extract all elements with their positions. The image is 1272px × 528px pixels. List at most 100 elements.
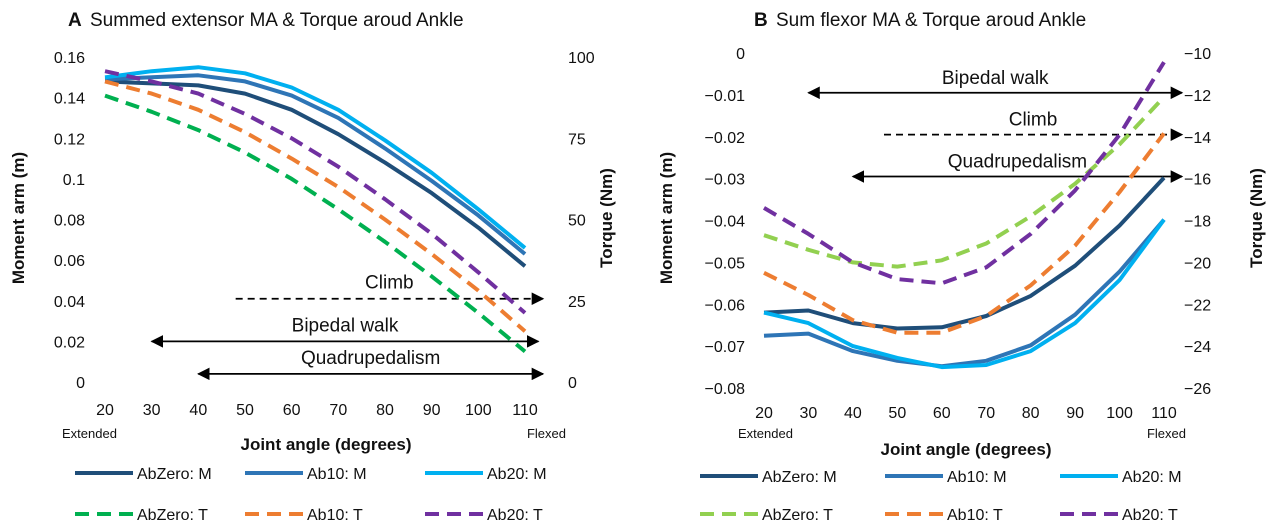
right-tick-label: −14 <box>1184 130 1211 147</box>
legend-label: AbZero: T <box>137 507 208 524</box>
left-tick-label: −0.05 <box>705 255 746 272</box>
right-tick-label: 0 <box>568 375 577 392</box>
left-tick-label: 0.16 <box>54 50 85 67</box>
x-tick-label: 20 <box>755 405 773 422</box>
panel-a-letter: A <box>68 10 82 31</box>
range-label: Bipedal walk <box>292 315 399 336</box>
left-tick-label: −0.06 <box>705 297 746 314</box>
panel-a-legend: AbZero: M Ab10: M Ab20: M AbZero: T Ab10: T A… <box>75 466 547 524</box>
x-tick-label: 80 <box>376 402 394 419</box>
legend-label: AbZero: M <box>762 469 837 486</box>
left-tick-label: 0 <box>736 46 745 63</box>
series-line <box>762 61 1166 286</box>
panel-a-extended-label: Extended <box>62 426 117 441</box>
panel-a-y2label: Torque (Nm) <box>597 168 616 268</box>
legend-label: Ab10: M <box>307 466 367 483</box>
series-line <box>104 65 527 250</box>
right-tick-label: −10 <box>1184 46 1211 63</box>
x-tick-label: 70 <box>329 402 347 419</box>
right-tick-label: −12 <box>1184 88 1211 105</box>
right-tick-label: −24 <box>1184 339 1211 356</box>
legend-label: Ab20: T <box>487 507 543 524</box>
left-tick-label: 0.04 <box>54 294 85 311</box>
right-tick-label: −16 <box>1184 172 1211 189</box>
panel-a-annotations: Climb Bipedal walk Quadrupedalism <box>150 273 545 381</box>
x-tick-label: 40 <box>844 405 862 422</box>
panel-b-annotations: Bipedal walk Climb Quadrupedalism <box>807 68 1184 183</box>
panel-a-series <box>104 65 527 354</box>
left-tick-label: −0.02 <box>705 130 746 147</box>
panel-a-ylabel: Moment arm (m) <box>9 152 28 284</box>
panel-a-right-axis: 0 25 50 75 100 <box>568 50 595 392</box>
right-tick-label: −20 <box>1184 255 1211 272</box>
x-tick-label: 100 <box>1106 405 1133 422</box>
panel-b-y2label: Torque (Nm) <box>1247 168 1266 268</box>
panel-a-title: Summed extensor MA & Torque aroud Ankle <box>90 10 464 31</box>
x-tick-label: 40 <box>189 402 207 419</box>
right-tick-label: −18 <box>1184 214 1211 231</box>
panel-b-x-axis: 20 30 40 50 60 70 80 90 100 110 <box>755 405 1177 422</box>
range-label: Quadrupedalism <box>948 152 1087 173</box>
left-tick-label: 0.12 <box>54 131 85 148</box>
left-tick-label: 0.1 <box>63 172 85 189</box>
series-line <box>104 69 527 315</box>
panel-a-x-axis: 20 30 40 50 60 70 80 90 100 110 <box>96 402 538 419</box>
x-tick-label: 110 <box>512 402 538 419</box>
range-label: Bipedal walk <box>942 68 1049 89</box>
x-tick-label: 30 <box>800 405 818 422</box>
legend-label: Ab20: T <box>1122 507 1178 524</box>
panel-a-xlabel: Joint angle (degrees) <box>241 435 412 454</box>
panel-b-left-axis: 0 −0.01 −0.02 −0.03 −0.04 −0.05 −0.06 −0.07 −0.0… <box>705 46 746 398</box>
panel-a-left-axis: 0 0.02 0.04 0.06 0.08 0.1 0.12 0.14 0.16 <box>54 50 85 392</box>
panel-b-letter: B <box>754 10 768 31</box>
right-tick-label: −22 <box>1184 297 1211 314</box>
panel-b-ylabel: Moment arm (m) <box>657 152 676 284</box>
legend-label: Ab10: T <box>307 507 363 524</box>
left-tick-label: −0.04 <box>705 214 746 231</box>
left-tick-label: −0.08 <box>705 381 746 398</box>
series-line <box>763 218 1166 370</box>
x-tick-label: 70 <box>977 405 995 422</box>
legend-label: Ab20: M <box>1122 469 1182 486</box>
legend-label: AbZero: T <box>762 507 833 524</box>
x-tick-label: 20 <box>96 402 114 419</box>
left-tick-label: 0.06 <box>54 253 85 270</box>
series-line <box>104 93 527 354</box>
x-tick-label: 50 <box>236 402 254 419</box>
x-tick-label: 100 <box>465 402 492 419</box>
panel-b-flexed-label: Flexed <box>1147 426 1186 441</box>
x-tick-label: 60 <box>933 405 951 422</box>
range-label: Quadrupedalism <box>301 348 440 369</box>
x-tick-label: 60 <box>283 402 301 419</box>
legend-label: AbZero: M <box>137 466 212 483</box>
left-tick-label: −0.03 <box>705 172 746 189</box>
series-line <box>763 95 1166 269</box>
series-line <box>763 132 1166 335</box>
x-tick-label: 80 <box>1022 405 1040 422</box>
panel-b-title: Sum flexor MA & Torque aroud Ankle <box>776 10 1086 31</box>
panel-a: A Summed extensor MA & Torque aroud Ankl… <box>9 10 616 524</box>
panel-b-series <box>762 61 1166 370</box>
left-tick-label: 0 <box>76 375 85 392</box>
x-tick-label: 110 <box>1151 405 1177 422</box>
x-tick-label: 50 <box>888 405 906 422</box>
panel-b: B Sum flexor MA & Torque aroud Ankle 0 −0… <box>657 10 1266 524</box>
series-line <box>104 79 527 268</box>
series-line <box>104 73 527 256</box>
x-tick-label: 30 <box>143 402 161 419</box>
panel-b-right-axis: −10 −12 −14 −16 −18 −20 −22 −24 −26 <box>1184 46 1211 398</box>
legend-label: Ab10: T <box>947 507 1003 524</box>
right-tick-label: −26 <box>1184 381 1211 398</box>
panel-b-legend: AbZero: M Ab10: M Ab20: M AbZero: T Ab10: T A… <box>700 469 1182 524</box>
left-tick-label: −0.07 <box>705 339 746 356</box>
panel-b-xlabel: Joint angle (degrees) <box>881 440 1052 459</box>
left-tick-label: 0.08 <box>54 213 85 230</box>
x-tick-label: 90 <box>423 402 441 419</box>
right-tick-label: 50 <box>568 213 586 230</box>
series-line <box>763 218 1166 369</box>
right-tick-label: 25 <box>568 294 586 311</box>
panel-a-flexed-label: Flexed <box>527 426 566 441</box>
left-tick-label: 0.14 <box>54 91 85 108</box>
range-label: Climb <box>1009 110 1058 131</box>
